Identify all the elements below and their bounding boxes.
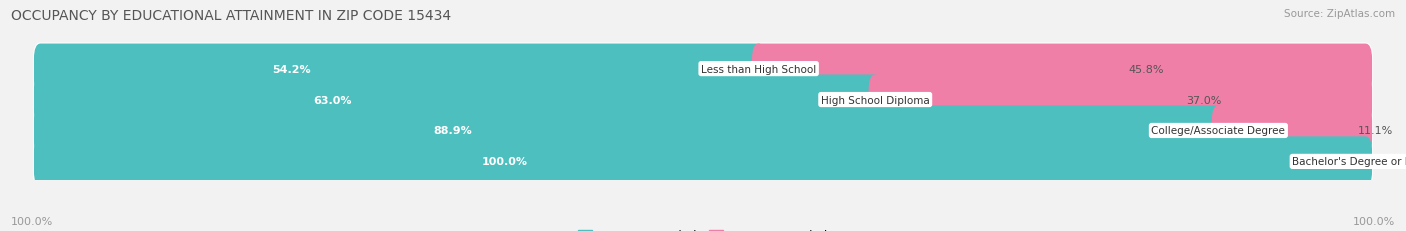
- Text: Bachelor's Degree or higher: Bachelor's Degree or higher: [1292, 157, 1406, 167]
- Legend: Owner-occupied, Renter-occupied: Owner-occupied, Renter-occupied: [572, 224, 834, 231]
- FancyBboxPatch shape: [1212, 106, 1372, 156]
- Text: 63.0%: 63.0%: [314, 95, 352, 105]
- Text: College/Associate Degree: College/Associate Degree: [1152, 126, 1285, 136]
- Text: 100.0%: 100.0%: [11, 216, 53, 226]
- FancyBboxPatch shape: [34, 75, 1372, 125]
- Text: 88.9%: 88.9%: [433, 126, 472, 136]
- FancyBboxPatch shape: [34, 106, 1372, 156]
- Text: Less than High School: Less than High School: [702, 64, 817, 74]
- FancyBboxPatch shape: [34, 75, 882, 125]
- Text: High School Diploma: High School Diploma: [821, 95, 929, 105]
- Text: 100.0%: 100.0%: [481, 157, 527, 167]
- Text: OCCUPANCY BY EDUCATIONAL ATTAINMENT IN ZIP CODE 15434: OCCUPANCY BY EDUCATIONAL ATTAINMENT IN Z…: [11, 9, 451, 23]
- Text: Source: ZipAtlas.com: Source: ZipAtlas.com: [1284, 9, 1395, 19]
- FancyBboxPatch shape: [34, 44, 765, 94]
- FancyBboxPatch shape: [752, 44, 1372, 94]
- Text: 45.8%: 45.8%: [1128, 64, 1164, 74]
- Text: 100.0%: 100.0%: [1353, 216, 1395, 226]
- FancyBboxPatch shape: [869, 75, 1372, 125]
- FancyBboxPatch shape: [34, 106, 1225, 156]
- FancyBboxPatch shape: [34, 137, 1372, 187]
- Text: 37.0%: 37.0%: [1187, 95, 1222, 105]
- Text: 54.2%: 54.2%: [273, 64, 311, 74]
- FancyBboxPatch shape: [34, 44, 1372, 94]
- Text: 11.1%: 11.1%: [1358, 126, 1393, 136]
- FancyBboxPatch shape: [34, 137, 1372, 187]
